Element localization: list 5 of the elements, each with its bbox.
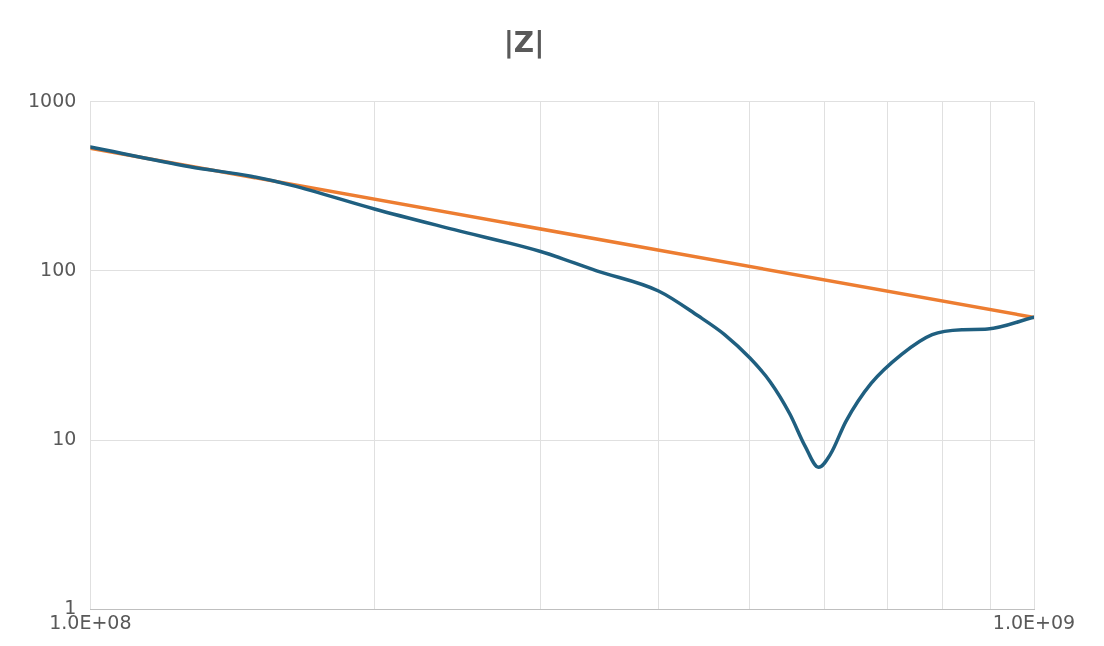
x-tick-label: 1.0E+09 [992, 610, 1076, 633]
y-tick-label: 10 [52, 426, 77, 449]
y-tick-label: 100 [40, 257, 77, 280]
y-tick-label: 1000 [27, 88, 77, 111]
chart-title: |Z| [503, 26, 545, 60]
